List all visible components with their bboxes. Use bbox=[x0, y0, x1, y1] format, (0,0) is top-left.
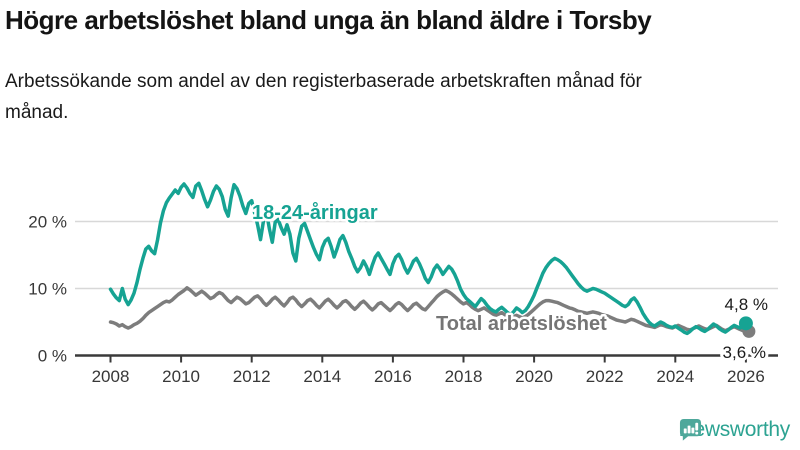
end-dot-young bbox=[738, 316, 753, 331]
x-tick-label: 2008 bbox=[92, 367, 130, 386]
newsworthy-speech-bubble-chart-icon bbox=[679, 418, 701, 441]
x-tick-label: 2010 bbox=[162, 367, 200, 386]
series-label-total: Total arbetslöshet bbox=[436, 313, 607, 335]
series-line-total bbox=[108, 286, 748, 334]
newsworthy-logo: Newsworthy bbox=[678, 418, 791, 442]
y-tick-label: 10 % bbox=[28, 280, 67, 299]
x-tick-label: 2016 bbox=[374, 367, 412, 386]
series-label-young: 18-24-åringar bbox=[252, 201, 378, 224]
x-tick-label: 2014 bbox=[303, 367, 341, 386]
y-tick-label: 0 % bbox=[38, 347, 67, 366]
x-tick-label: 2024 bbox=[656, 367, 694, 386]
newsworthy-logo-text: Newsworthy bbox=[678, 418, 791, 441]
x-tick-label: 2018 bbox=[445, 367, 483, 386]
page-title: Högre arbetslöshet bland unga än bland ä… bbox=[5, 5, 652, 35]
x-tick-label: 2012 bbox=[233, 367, 271, 386]
chart-subtitle: Arbetssökande som andel av den registerb… bbox=[5, 71, 642, 123]
series-line-young bbox=[108, 181, 748, 336]
x-tick-label: 2020 bbox=[515, 367, 553, 386]
x-tick-label: 2022 bbox=[586, 367, 624, 386]
end-value-label-young: 4,8 % bbox=[725, 295, 768, 314]
chart-generated-layer: 2008 2010 2012 2014 2016 2018 2020 2022 2024 2026… bbox=[28, 181, 778, 386]
x-tick-label: 2026 bbox=[727, 367, 765, 386]
y-tick-label: 20 % bbox=[28, 213, 67, 232]
end-value-label-total: 3,6 % bbox=[723, 343, 766, 362]
